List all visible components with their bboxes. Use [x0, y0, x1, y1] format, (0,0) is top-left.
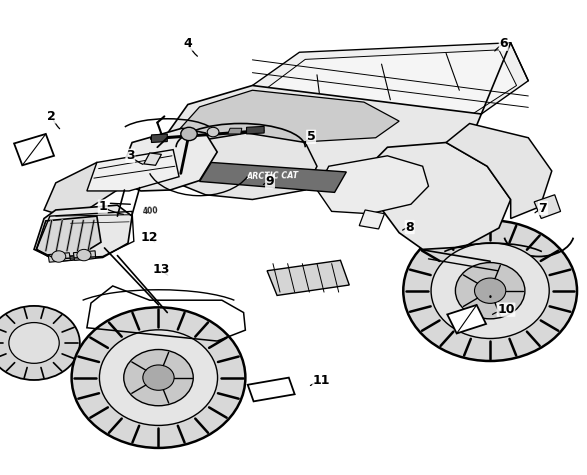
- Text: 10: 10: [497, 303, 515, 316]
- Text: 7: 7: [539, 201, 547, 215]
- Circle shape: [0, 306, 80, 380]
- Polygon shape: [447, 305, 486, 333]
- Polygon shape: [446, 124, 552, 218]
- Polygon shape: [264, 50, 517, 114]
- Text: 2: 2: [48, 110, 56, 123]
- Text: 11: 11: [313, 374, 330, 388]
- Circle shape: [143, 365, 174, 390]
- Polygon shape: [170, 133, 317, 200]
- Polygon shape: [248, 378, 295, 401]
- Polygon shape: [14, 134, 54, 165]
- Polygon shape: [534, 195, 561, 219]
- Polygon shape: [176, 90, 399, 143]
- Circle shape: [72, 307, 245, 448]
- Circle shape: [181, 127, 197, 141]
- Text: 4: 4: [184, 37, 192, 50]
- Polygon shape: [267, 260, 349, 295]
- Circle shape: [124, 350, 193, 406]
- Polygon shape: [87, 150, 179, 191]
- Text: 13: 13: [153, 263, 170, 276]
- Polygon shape: [73, 251, 96, 260]
- Polygon shape: [359, 210, 384, 229]
- Circle shape: [99, 330, 218, 426]
- Polygon shape: [36, 216, 101, 257]
- Polygon shape: [151, 134, 167, 142]
- Text: 400: 400: [142, 207, 158, 216]
- Polygon shape: [247, 126, 264, 134]
- Polygon shape: [200, 162, 346, 192]
- Polygon shape: [164, 86, 481, 171]
- Text: 8: 8: [406, 220, 414, 234]
- Circle shape: [52, 251, 66, 262]
- Text: 9: 9: [266, 175, 274, 188]
- Text: 3: 3: [126, 149, 134, 162]
- Circle shape: [9, 323, 59, 363]
- Text: ARCTIC CAT: ARCTIC CAT: [247, 171, 299, 180]
- Text: •: •: [488, 294, 492, 302]
- Polygon shape: [252, 43, 528, 119]
- Text: 1: 1: [99, 200, 107, 213]
- Text: 5: 5: [307, 130, 315, 143]
- Circle shape: [403, 220, 577, 361]
- Text: 6: 6: [500, 37, 508, 50]
- Circle shape: [474, 278, 506, 304]
- Polygon shape: [34, 205, 132, 261]
- Circle shape: [456, 263, 525, 319]
- Polygon shape: [317, 156, 429, 214]
- Polygon shape: [44, 162, 120, 216]
- Circle shape: [431, 243, 549, 339]
- Polygon shape: [117, 128, 217, 191]
- Polygon shape: [48, 253, 70, 262]
- Text: 12: 12: [141, 231, 158, 244]
- Polygon shape: [144, 153, 161, 165]
- Polygon shape: [364, 142, 511, 249]
- Polygon shape: [228, 128, 242, 134]
- Circle shape: [207, 127, 219, 137]
- Circle shape: [77, 249, 91, 261]
